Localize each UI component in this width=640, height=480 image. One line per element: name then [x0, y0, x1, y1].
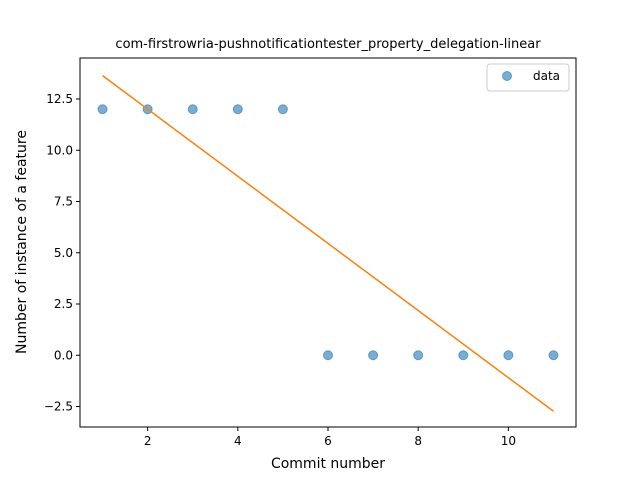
data-point — [368, 350, 379, 361]
x-tick-label: 4 — [234, 434, 242, 448]
data-point — [187, 104, 198, 115]
chart-title: com-firstrowria-pushnotificationtester_p… — [115, 37, 541, 52]
y-tick-label: 12.5 — [46, 92, 73, 106]
data-point — [97, 104, 108, 115]
y-axis-label: Number of instance of a feature — [14, 130, 30, 354]
y-tick-label: 5.0 — [54, 246, 73, 260]
legend-label: data — [533, 69, 560, 83]
trend-line — [102, 75, 554, 412]
data-point — [277, 104, 288, 115]
data-point — [503, 350, 514, 361]
y-axis: −2.5 0.0 2.5 5.0 7.5 10.0 12.5 — [44, 92, 80, 414]
data-point — [232, 104, 243, 115]
x-axis-label: Commit number — [271, 456, 385, 472]
x-tick-label: 8 — [414, 434, 422, 448]
y-tick-label: 0.0 — [54, 348, 73, 362]
legend-box — [486, 63, 570, 92]
y-tick-label: 10.0 — [46, 143, 73, 157]
x-tick-label: 10 — [501, 434, 516, 448]
y-tick-label: −2.5 — [44, 400, 73, 414]
data-point — [413, 350, 424, 361]
legend-marker — [502, 71, 512, 81]
x-tick-label: 6 — [324, 434, 332, 448]
data-point — [323, 350, 333, 361]
legend: data — [486, 63, 570, 92]
y-tick-label: 7.5 — [54, 195, 73, 209]
data-point — [458, 350, 469, 361]
x-axis: 2 4 6 8 10 — [144, 427, 516, 448]
x-tick-label: 2 — [144, 434, 152, 448]
y-tick-label: 2.5 — [54, 297, 73, 311]
plot-area — [97, 75, 559, 412]
data-point — [548, 350, 559, 361]
